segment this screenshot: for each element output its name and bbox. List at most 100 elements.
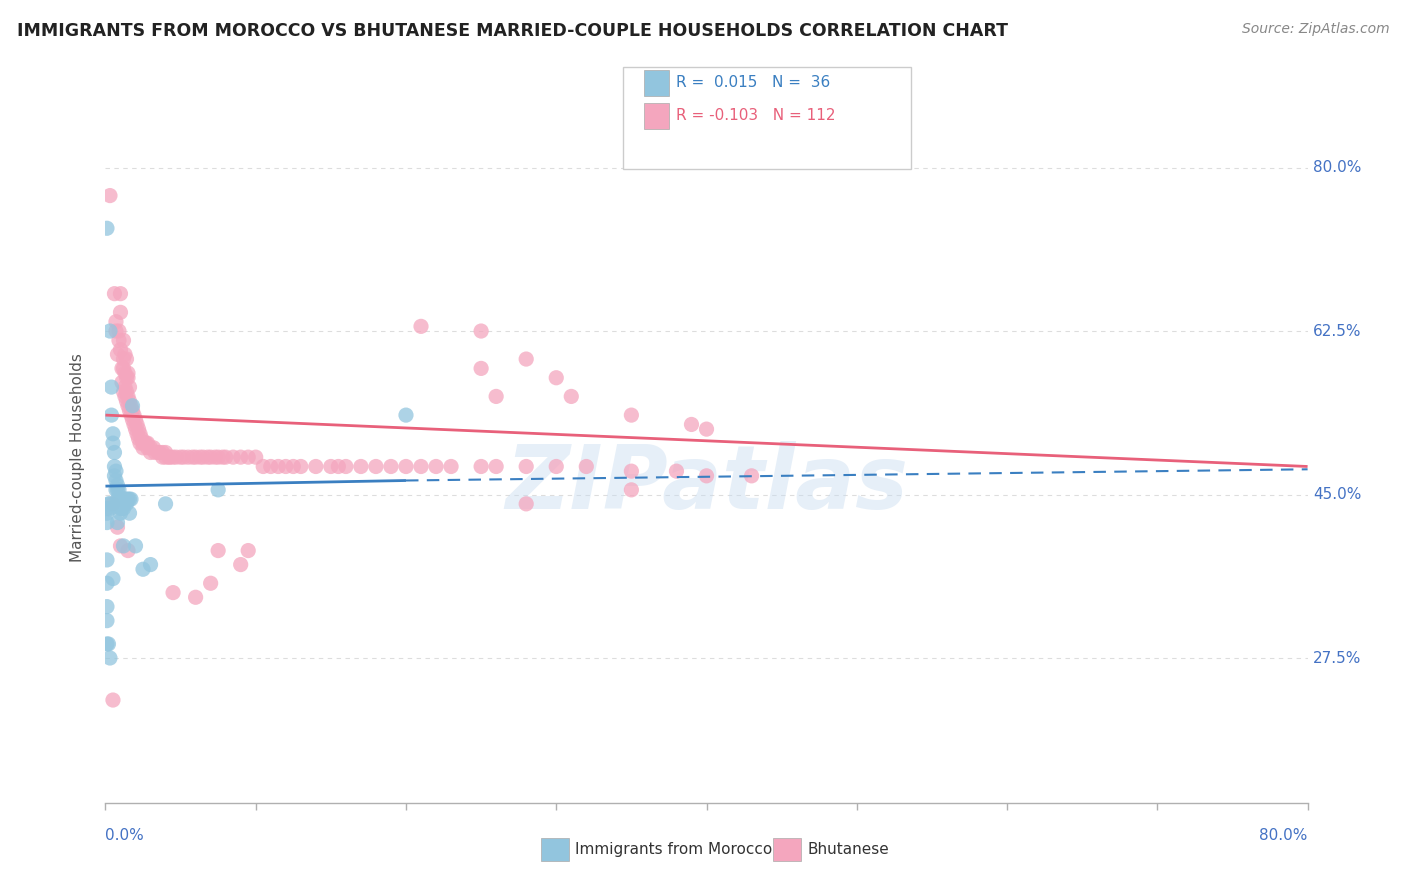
Point	[101, 572, 124, 586]
Point	[200, 450, 222, 465]
Point	[117, 492, 139, 507]
Point	[108, 334, 131, 348]
Point	[207, 450, 229, 465]
Text: 27.5%: 27.5%	[1313, 650, 1361, 665]
Point	[146, 445, 169, 459]
Point	[107, 478, 129, 492]
Point	[515, 459, 537, 474]
Point	[104, 483, 127, 497]
Point	[155, 445, 177, 459]
Point	[97, 637, 120, 651]
Point	[395, 408, 418, 422]
Point	[380, 459, 402, 474]
Point	[108, 492, 131, 507]
Point	[117, 543, 139, 558]
Point	[104, 324, 127, 338]
Point	[252, 459, 274, 474]
Point	[184, 591, 207, 605]
Point	[114, 492, 136, 507]
Point	[103, 286, 125, 301]
Point	[229, 450, 252, 465]
Point	[110, 539, 132, 553]
Point	[112, 352, 135, 367]
Point	[222, 450, 245, 465]
Point	[267, 459, 290, 474]
Point	[108, 497, 131, 511]
Point	[121, 399, 143, 413]
Point	[283, 459, 305, 474]
Point	[546, 370, 568, 384]
Text: R = -0.103   N = 112: R = -0.103 N = 112	[676, 109, 835, 123]
Text: Source: ZipAtlas.com: Source: ZipAtlas.com	[1241, 22, 1389, 37]
Point	[440, 459, 463, 474]
Point	[162, 450, 184, 465]
Point	[96, 576, 118, 591]
Point	[184, 450, 207, 465]
Point	[207, 543, 229, 558]
Point	[211, 450, 233, 465]
Point	[104, 474, 127, 488]
Point	[125, 426, 148, 441]
Point	[620, 408, 643, 422]
Point	[177, 450, 200, 465]
Point	[155, 450, 177, 465]
Point	[620, 483, 643, 497]
Point	[110, 286, 132, 301]
Point	[204, 450, 226, 465]
Point	[575, 459, 598, 474]
Point	[515, 497, 537, 511]
Point	[96, 501, 118, 516]
Point	[121, 403, 143, 417]
Point	[97, 497, 120, 511]
Point	[515, 352, 537, 367]
Point	[139, 445, 162, 459]
Point	[131, 432, 153, 446]
Point	[117, 370, 139, 384]
Point	[132, 562, 155, 576]
Point	[96, 614, 118, 628]
Point	[98, 501, 121, 516]
Point	[139, 441, 162, 455]
Point	[132, 441, 155, 455]
Point	[395, 459, 418, 474]
Point	[741, 468, 763, 483]
Point	[98, 651, 121, 665]
Point	[112, 497, 135, 511]
Point	[350, 459, 373, 474]
Point	[110, 501, 132, 516]
Point	[155, 497, 177, 511]
Point	[96, 637, 118, 651]
Point	[129, 426, 152, 441]
Point	[96, 221, 118, 235]
Point	[214, 450, 236, 465]
Point	[207, 483, 229, 497]
Point	[96, 516, 118, 530]
Point	[108, 483, 131, 497]
Point	[148, 445, 170, 459]
Point	[96, 599, 118, 614]
Point	[112, 492, 135, 507]
Point	[114, 380, 136, 394]
Point	[165, 450, 187, 465]
Point	[290, 459, 312, 474]
Point	[112, 501, 135, 516]
Point	[118, 506, 141, 520]
Point	[364, 459, 387, 474]
Point	[118, 492, 141, 507]
Point	[100, 408, 122, 422]
Point	[470, 459, 492, 474]
Point	[139, 558, 162, 572]
Point	[96, 553, 118, 567]
Point	[188, 450, 211, 465]
Point	[110, 492, 132, 507]
Point	[128, 432, 150, 446]
Point	[114, 366, 136, 380]
Point	[124, 422, 146, 436]
Point	[101, 436, 124, 450]
Point	[111, 497, 134, 511]
Point	[112, 334, 135, 348]
Point	[305, 459, 328, 474]
Point	[117, 389, 139, 403]
Point	[98, 324, 121, 338]
Point	[96, 506, 118, 520]
